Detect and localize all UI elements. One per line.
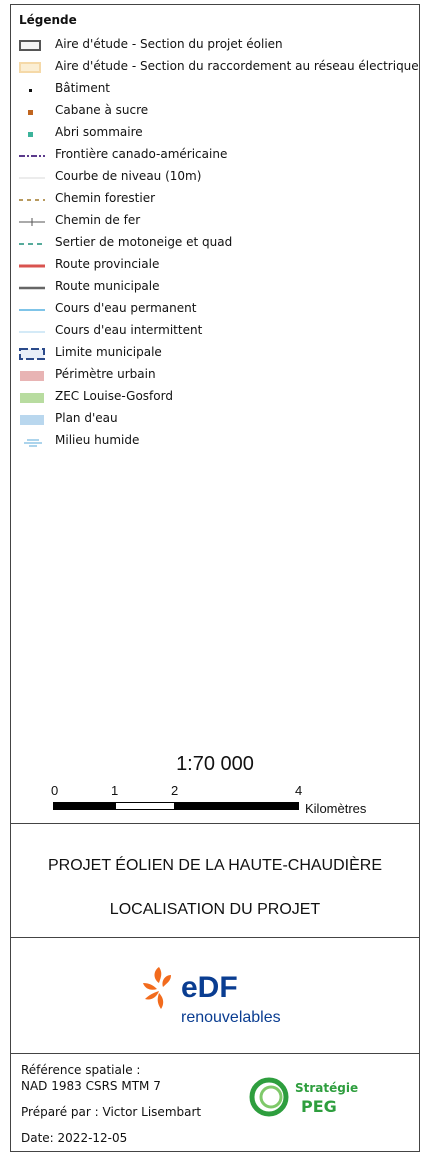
- scale-tick-1: 1: [111, 783, 119, 798]
- scale-ratio: 1:70 000: [176, 753, 254, 775]
- legend-label: Cours d'eau permanent: [55, 301, 197, 315]
- wetland-icon: [24, 439, 42, 447]
- zec-area-icon: [20, 393, 44, 403]
- railway-icon: [19, 218, 45, 226]
- forest-road-icon: [19, 199, 45, 201]
- legend-item-intermittent-stream: Cours d'eau intermittent: [19, 321, 417, 343]
- legend-item-border: Frontière canado-américaine: [19, 145, 417, 167]
- logo-section: eDF renouvelables: [11, 937, 419, 1054]
- title-section: PROJET ÉOLIEN DE LA HAUTE-CHAUDIÈRE LOCA…: [11, 823, 419, 938]
- legend-item-shelter: Abri sommaire: [19, 123, 417, 145]
- legend-item-water-body: Plan d'eau: [19, 409, 417, 431]
- municipal-road-icon: [19, 286, 45, 290]
- scale-bar-segment: [115, 802, 175, 810]
- edf-sun-icon: [143, 967, 171, 1009]
- project-title: PROJET ÉOLIEN DE LA HAUTE-CHAUDIÈRE: [48, 857, 382, 874]
- legend-item-municipal-limit: Limite municipale: [19, 343, 417, 365]
- map-legend-panel: Légende Aire d'étude - Section du projet…: [10, 4, 420, 1152]
- intermittent-stream-icon: [19, 331, 45, 333]
- study-area-grid-icon: [19, 62, 41, 73]
- legend-label: Route municipale: [55, 279, 160, 293]
- legend-item-building: Bâtiment: [19, 79, 417, 101]
- scale-bar-segment: [175, 802, 299, 810]
- permanent-stream-icon: [19, 309, 45, 311]
- peg-logo-icon: [249, 1077, 289, 1117]
- shelter-icon: [28, 132, 33, 137]
- snowmobile-trail-icon: [19, 243, 45, 245]
- legend-label: Aire d'étude - Section du raccordement a…: [55, 59, 419, 73]
- scale-tick-2: 2: [171, 783, 179, 798]
- legend-label: Limite municipale: [55, 345, 162, 359]
- map-subtitle: LOCALISATION DU PROJET: [109, 901, 321, 918]
- legend-label: Cabane à sucre: [55, 103, 149, 117]
- legend-label: Courbe de niveau (10m): [55, 169, 202, 183]
- municipal-limit-icon: [19, 348, 45, 360]
- legend-item-provincial-road: Route provinciale: [19, 255, 417, 277]
- legend-label: Route provinciale: [55, 257, 160, 271]
- legend-item-study-area-wind: Aire d'étude - Section du projet éolien: [19, 35, 417, 57]
- legend-section: Légende Aire d'étude - Section du projet…: [11, 5, 419, 824]
- edf-brand: eDF: [181, 971, 238, 1004]
- legend-label: Plan d'eau: [55, 411, 118, 425]
- legend-label: Aire d'étude - Section du projet éolien: [55, 37, 283, 51]
- scale-bar-segment: [53, 802, 77, 810]
- legend-label: Bâtiment: [55, 81, 111, 95]
- map-date: Date: 2022-12-05: [21, 1131, 128, 1145]
- legend-label: Milieu humide: [55, 433, 140, 447]
- reference-label: Référence spatiale :: [21, 1063, 141, 1077]
- reference-section: Référence spatiale : NAD 1983 CSRS MTM 7…: [11, 1053, 419, 1153]
- edf-subbrand: renouvelables: [181, 1009, 281, 1026]
- contour-line-icon: [19, 177, 45, 179]
- legend-label: Sertier de motoneige et quad: [55, 235, 233, 249]
- legend-item-forest-road: Chemin forestier: [19, 189, 417, 211]
- provincial-road-icon: [19, 264, 45, 268]
- legend-label: Périmètre urbain: [55, 367, 156, 381]
- peg-logo-line2: PEG: [301, 1097, 337, 1116]
- legend-label: ZEC Louise-Gosford: [55, 389, 173, 403]
- legend-item-contour: Courbe de niveau (10m): [19, 167, 417, 189]
- scale-bar-segment: [77, 802, 115, 810]
- legend-item-study-area-grid: Aire d'étude - Section du raccordement a…: [19, 57, 419, 79]
- legend-item-railway: Chemin de fer: [19, 211, 417, 233]
- scale-tick-0: 0: [51, 783, 59, 798]
- legend-item-snowmobile-trail: Sertier de motoneige et quad: [19, 233, 417, 255]
- water-body-icon: [20, 415, 44, 425]
- legend-label: Chemin de fer: [55, 213, 141, 227]
- sugar-shack-icon: [28, 110, 33, 115]
- legend-label: Chemin forestier: [55, 191, 156, 205]
- peg-logo-line1: Stratégie: [295, 1081, 359, 1095]
- scale-tick-4: 4: [295, 783, 303, 798]
- study-area-wind-icon: [19, 40, 41, 51]
- legend-item-municipal-road: Route municipale: [19, 277, 417, 299]
- legend-item-sugar-shack: Cabane à sucre: [19, 101, 417, 123]
- legend-item-zec: ZEC Louise-Gosford: [19, 387, 417, 409]
- legend-label: Frontière canado-américaine: [55, 147, 228, 161]
- legend-list: Aire d'étude - Section du projet éolien …: [19, 35, 419, 453]
- building-icon: [29, 89, 32, 92]
- reference-system: NAD 1983 CSRS MTM 7: [21, 1079, 161, 1093]
- legend-label: Abri sommaire: [55, 125, 143, 139]
- legend-title: Légende: [19, 13, 77, 27]
- border-line-icon: [19, 155, 45, 157]
- legend-item-permanent-stream: Cours d'eau permanent: [19, 299, 417, 321]
- scale-unit: Kilomètres: [305, 801, 367, 816]
- prepared-by: Préparé par : Victor Lisembart: [21, 1105, 202, 1119]
- legend-item-wetland: Milieu humide: [19, 431, 417, 453]
- legend-label: Cours d'eau intermittent: [55, 323, 203, 337]
- urban-perimeter-icon: [20, 371, 44, 381]
- legend-item-urban-perimeter: Périmètre urbain: [19, 365, 417, 387]
